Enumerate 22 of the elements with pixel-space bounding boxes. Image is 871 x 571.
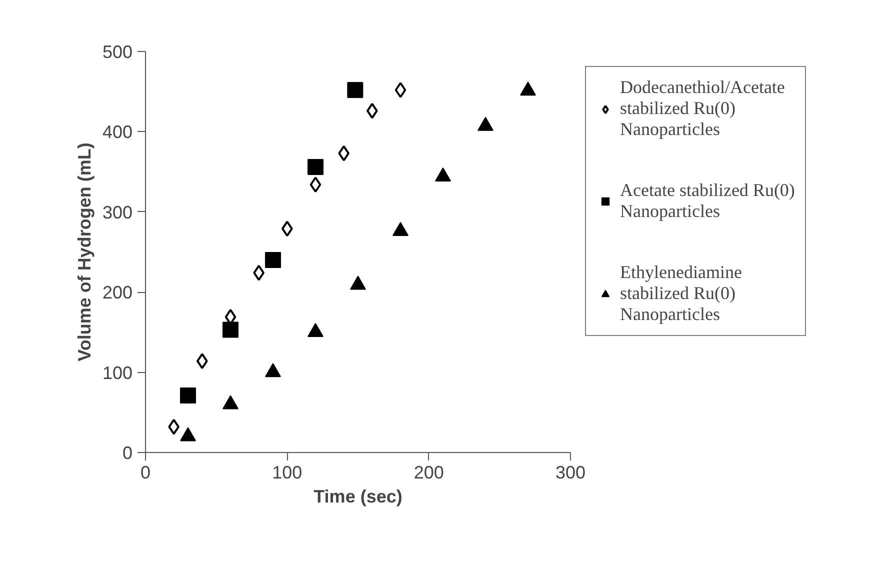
legend-label: Dodecanethiol/Acetate stabilized Ru(0) Nanoparticles [620,77,785,140]
legend-label: Ethylenediamine stabilized Ru(0) Nanoparticles [620,262,742,325]
y-axis-title: Volume of Hydrogen (mL) [74,142,94,362]
point [308,158,324,175]
y-tick-label: 200 [102,282,133,303]
y-tick-label: 300 [102,202,133,222]
point [310,176,322,193]
y-tick-label: 0 [122,443,133,463]
x-tick-label: 0 [140,462,151,482]
x-tick-label: 200 [414,462,444,482]
point [347,82,364,98]
point [180,388,196,404]
point [222,322,238,338]
point [394,82,406,98]
x-tick-label: 300 [555,462,586,482]
point [265,252,281,268]
x-axis-title: Time (sec) [314,486,402,506]
y-tick-label: 500 [102,42,133,62]
x-tick-label: 100 [272,462,302,482]
y-tick-label: 400 [102,122,133,142]
y-tick-label: 100 [102,362,133,383]
legend-label: Acetate stabilized Ru(0) Nanoparticles [620,180,795,222]
